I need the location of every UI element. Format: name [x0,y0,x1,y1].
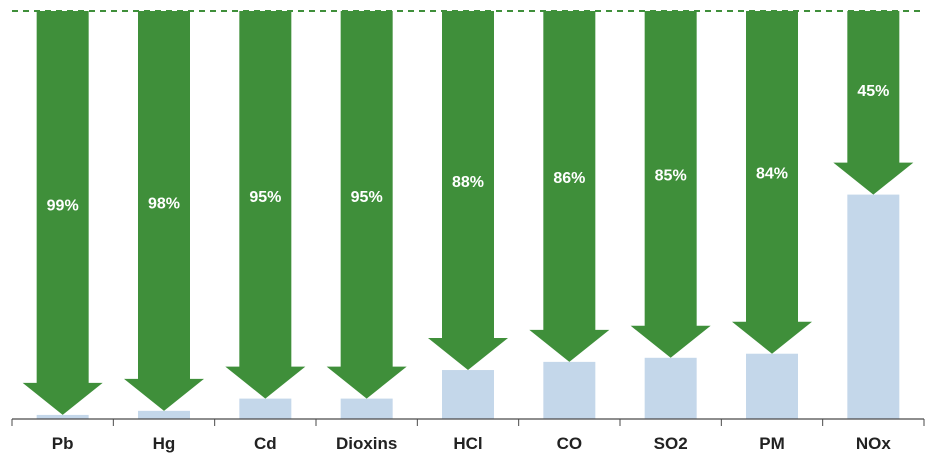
reduction-arrow [225,11,306,399]
reduction-label: 95% [249,189,281,206]
reduction-label: 95% [351,189,383,206]
remaining-bar [36,414,89,419]
remaining-bar [138,410,190,419]
reduction-arrow [124,11,204,411]
reduction-arrow [630,11,711,358]
category-label: PM [759,434,785,453]
category-label: Hg [153,434,176,453]
reduction-arrow [326,11,407,399]
remaining-bar [442,370,494,419]
reduction-label: 85% [655,168,687,185]
reduction-arrow [833,11,914,195]
reduction-label: 88% [452,174,484,191]
reduction-arrow [428,11,508,371]
category-label: SO2 [654,434,688,453]
remaining-bar [644,357,697,419]
category-label: Dioxins [336,434,397,453]
category-label: CO [557,434,583,453]
remaining-bar [543,361,596,419]
reduction-arrow [529,11,610,362]
remaining-bar [340,398,393,419]
category-label: HCl [453,434,482,453]
remaining-bar [239,398,292,419]
reduction-label: 45% [857,83,889,100]
category-label: Pb [52,434,74,453]
reduction-arrow [732,11,812,354]
reduction-label: 99% [47,197,79,214]
remaining-bar [746,353,798,419]
category-label: Cd [254,434,277,453]
reduction-label: 84% [756,166,788,183]
reduction-label: 86% [553,170,585,187]
plot-area: 99% Pb 98% Hg 95% Cd 95% Dioxins 88% HCl 86% CO 85% S… [11,10,925,453]
remaining-bar [847,194,900,419]
reduction-label: 98% [148,195,180,212]
reduction-arrow [22,11,103,415]
category-label: NOx [856,434,892,453]
